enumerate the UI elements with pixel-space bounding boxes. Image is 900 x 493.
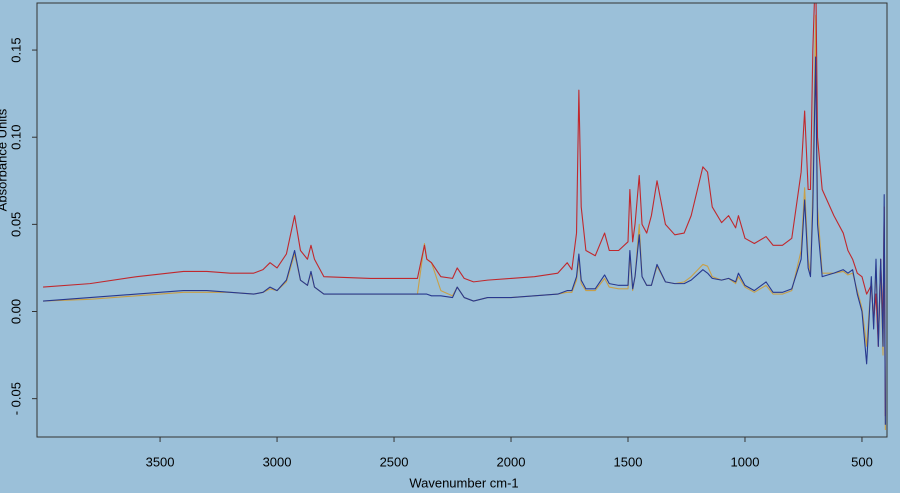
y-tick-label: 0.00 <box>8 299 23 324</box>
x-tick-label: 3500 <box>146 454 175 469</box>
y-tick-label: 0.05 <box>8 212 23 237</box>
x-tick-label: 1500 <box>614 454 643 469</box>
x-axis-label: Wavenumber cm-1 <box>409 475 518 490</box>
x-tick-label: 1000 <box>731 454 760 469</box>
y-axis-label: Absorbance Units <box>0 108 9 211</box>
spectrum-line <box>43 56 886 425</box>
x-tick-label: 500 <box>851 454 873 469</box>
x-tick-label: 3000 <box>263 454 292 469</box>
y-tick-label: 0.10 <box>8 125 23 150</box>
plot-frame <box>36 2 888 438</box>
plot-area <box>43 3 886 431</box>
spectrum-line <box>43 14 886 431</box>
x-tick-label: 2000 <box>497 454 526 469</box>
y-tick-label: 0.15 <box>8 37 23 62</box>
spectrum-line <box>43 3 886 417</box>
x-tick-label: 2500 <box>380 454 409 469</box>
y-tick-label: - 0.05 <box>8 382 23 415</box>
